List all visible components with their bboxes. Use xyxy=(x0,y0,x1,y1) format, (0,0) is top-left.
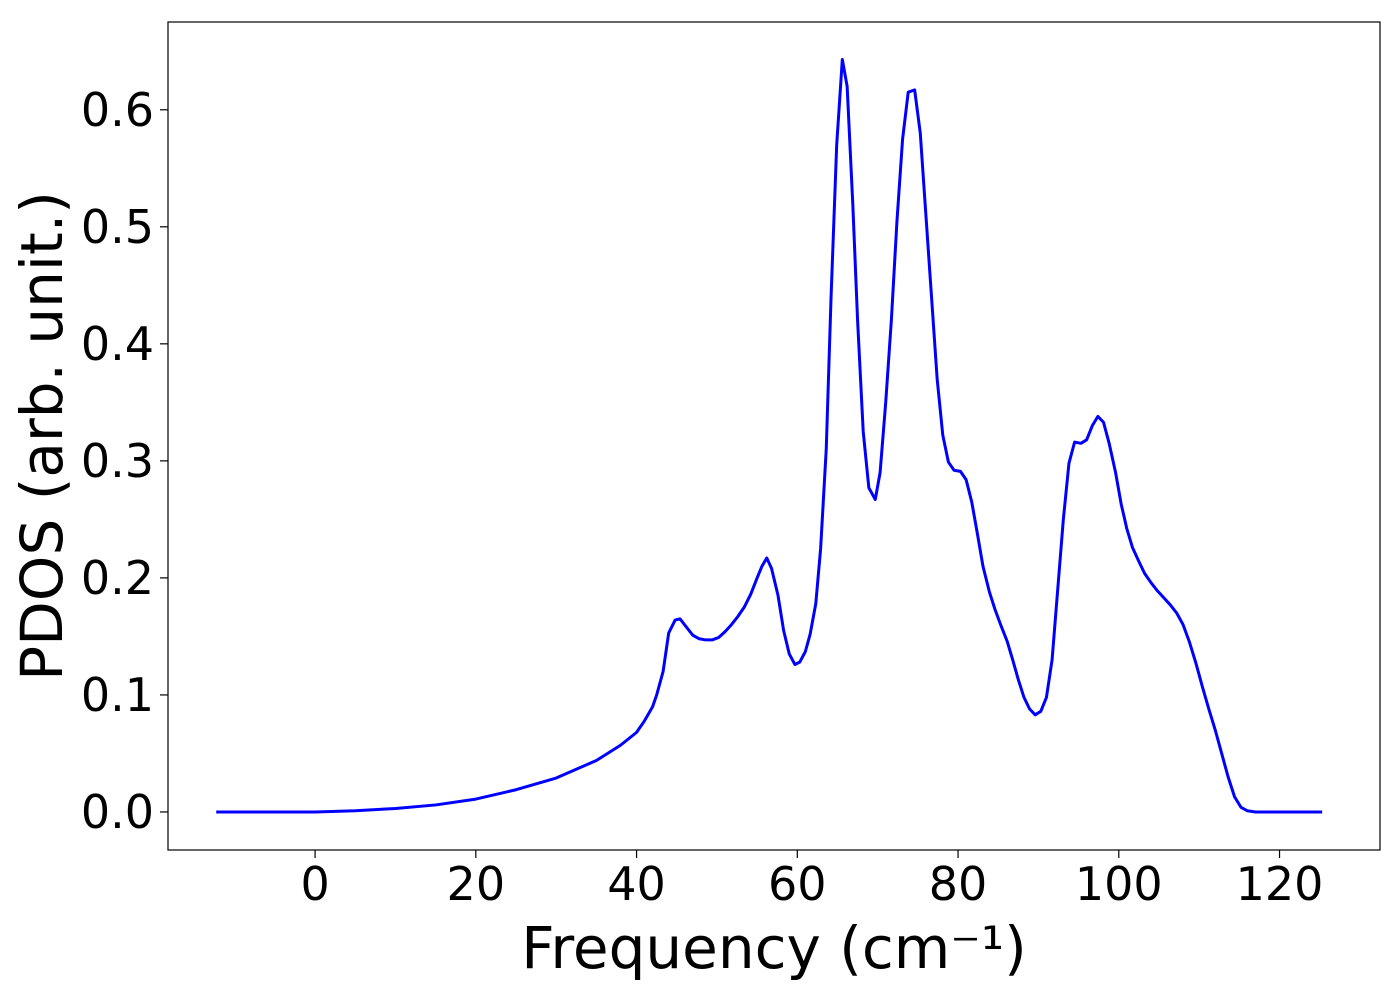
y-tick-label: 0.3 xyxy=(81,434,154,488)
x-tick-label: 0 xyxy=(300,857,329,911)
plot-frame xyxy=(167,21,1381,851)
x-tick-label: 20 xyxy=(447,857,506,911)
x-tick-label: 80 xyxy=(929,857,988,911)
data-line xyxy=(216,57,1323,814)
y-tick-label: 0.5 xyxy=(81,200,154,254)
y-tick-label: 0.2 xyxy=(81,551,154,605)
x-tick-label: 120 xyxy=(1236,857,1324,911)
y-tick-label: 0.6 xyxy=(81,83,154,137)
y-axis-label: PDOS (arb. unit.) xyxy=(8,191,76,681)
y-tick-label: 0.4 xyxy=(81,317,154,371)
y-tick-label: 0.0 xyxy=(81,785,154,839)
x-tick-label: 60 xyxy=(768,857,827,911)
x-tick-label: 100 xyxy=(1075,857,1163,911)
y-tick-label: 0.1 xyxy=(81,668,154,722)
x-axis-label: Frequency (cm⁻¹) xyxy=(521,914,1027,982)
x-tick-label: 40 xyxy=(607,857,666,911)
